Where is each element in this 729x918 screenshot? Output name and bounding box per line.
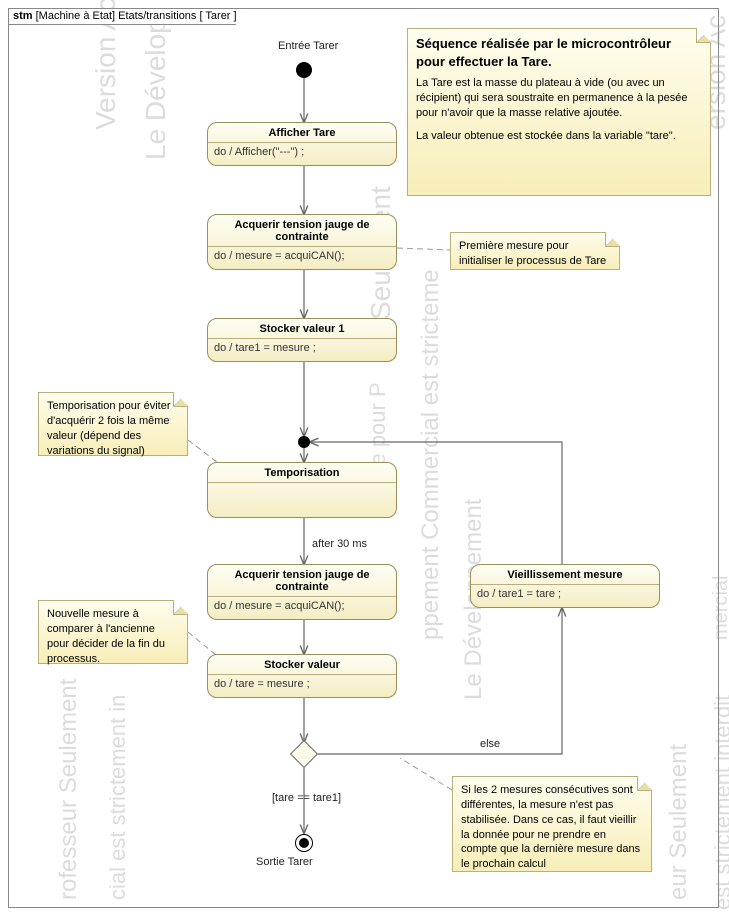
state-acquerir-1: Acquerir tension jauge de contrainte do … xyxy=(207,214,397,270)
state-body: do / mesure = acquiCAN(); xyxy=(208,247,396,265)
note-text: La valeur obtenue est stockée dans la va… xyxy=(416,129,702,144)
state-title: Afficher Tare xyxy=(208,123,396,143)
state-afficher-tare: Afficher Tare do / Afficher("---") ; xyxy=(207,122,397,166)
junction-node xyxy=(298,436,310,448)
note-text: Si les 2 mesures consécutives sont diffé… xyxy=(461,784,640,870)
state-title: Stocker valeur 1 xyxy=(208,319,396,339)
state-title: Acquerir tension jauge de contrainte xyxy=(208,215,396,247)
state-title: Stocker valeur xyxy=(208,655,396,675)
note-premiere-mesure: Première mesure pour initialiser le proc… xyxy=(450,232,620,270)
state-title: Acquerir tension jauge de contrainte xyxy=(208,565,396,597)
note-temporisation: Temporisation pour éviter d'acquérir 2 f… xyxy=(38,392,188,456)
state-title: Temporisation xyxy=(208,463,396,483)
note-vieillir: Si les 2 mesures consécutives sont diffé… xyxy=(452,776,652,872)
trigger-after: after 30 ms xyxy=(312,538,367,550)
final-node xyxy=(295,834,313,852)
state-body: do / tare = mesure ; xyxy=(208,675,396,693)
exit-label: Sortie Tarer xyxy=(256,856,313,868)
guard-label: [tare == tare1] xyxy=(272,792,341,804)
note-text: Nouvelle mesure à comparer à l'ancienne … xyxy=(47,608,165,665)
state-stocker-1: Stocker valeur 1 do / tare1 = mesure ; xyxy=(207,318,397,362)
note-text: Temporisation pour éviter d'acquérir 2 f… xyxy=(47,400,171,457)
final-node-inner xyxy=(299,838,309,848)
initial-node xyxy=(296,62,312,78)
frame-context: [Machine à Etat] Etats/transitions xyxy=(36,10,197,22)
state-stocker-valeur: Stocker valeur do / tare = mesure ; xyxy=(207,654,397,698)
state-acquerir-2: Acquerir tension jauge de contrainte do … xyxy=(207,564,397,620)
state-body: do / tare1 = mesure ; xyxy=(208,339,396,357)
note-nouvelle-mesure: Nouvelle mesure à comparer à l'ancienne … xyxy=(38,600,188,664)
state-title: Vieillissement mesure xyxy=(471,565,659,585)
state-body: do / Afficher("---") ; xyxy=(208,143,396,161)
frame-kind: stm xyxy=(13,10,33,22)
state-vieillissement: Vieillissement mesure do / tare1 = tare … xyxy=(470,564,660,608)
note-description: Séquence réalisée par le microcontrôleur… xyxy=(407,28,711,196)
note-title: Séquence réalisée par le microcontrôleur… xyxy=(416,35,702,70)
state-body xyxy=(208,483,396,489)
state-body: do / tare1 = tare ; xyxy=(471,585,659,603)
state-body: do / mesure = acquiCAN(); xyxy=(208,597,396,615)
entry-label: Entrée Tarer xyxy=(278,40,338,52)
else-label: else xyxy=(480,738,500,750)
note-text: La Tare est la masse du plateau à vide (… xyxy=(416,76,702,121)
state-temporisation: Temporisation xyxy=(207,462,397,518)
frame-tab: stm [Machine à Etat] Etats/transitions [… xyxy=(8,8,246,25)
note-text: Première mesure pour initialiser le proc… xyxy=(459,240,606,267)
frame-title: [ Tarer ] xyxy=(200,10,237,22)
